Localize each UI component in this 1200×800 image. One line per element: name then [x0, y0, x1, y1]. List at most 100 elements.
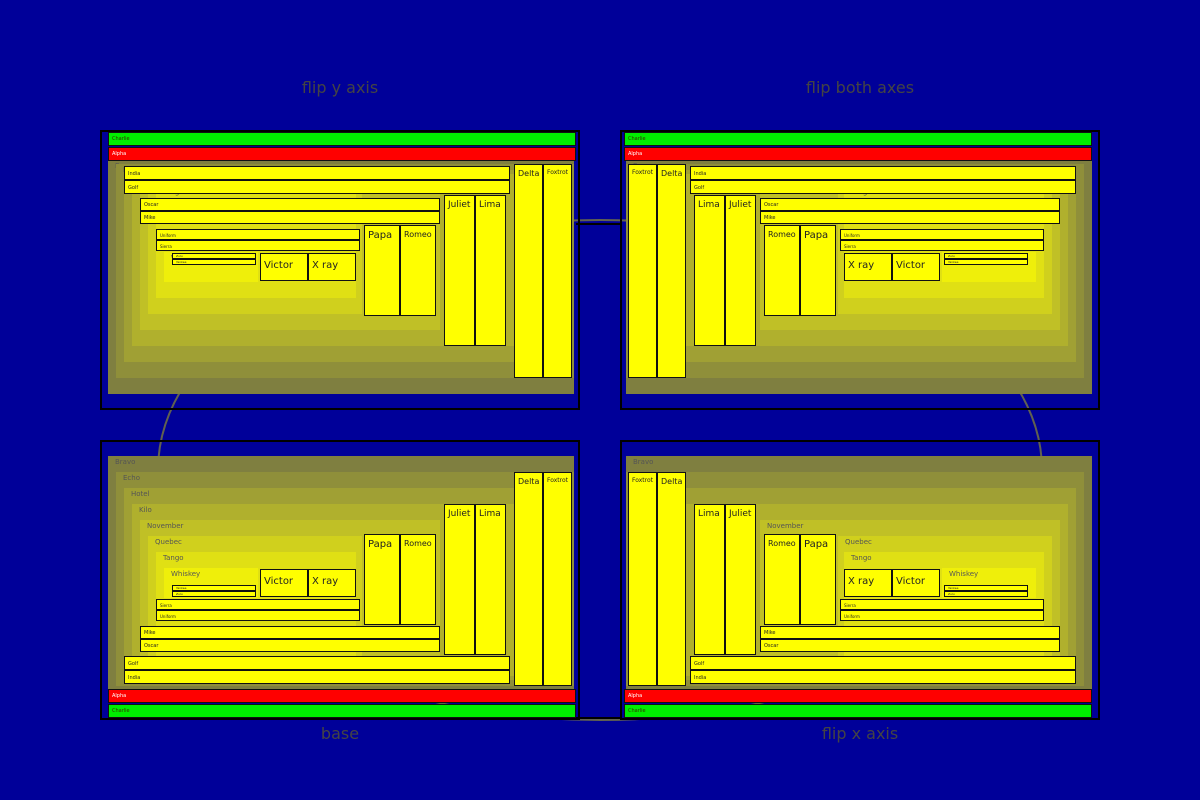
node-label-uniform: Uniform [844, 232, 860, 238]
panel-title-base: base [320, 724, 360, 743]
node-juliet[interactable]: Juliet [444, 504, 475, 655]
node-label-echo: Echo [123, 474, 140, 482]
node-delta[interactable]: Delta [514, 164, 543, 378]
node-label-papa: Papa [368, 230, 393, 241]
node-victor[interactable]: Victor [260, 253, 308, 281]
node-label-lima: Lima [698, 200, 720, 210]
node-mike[interactable]: Mike [760, 626, 1060, 639]
node-label-tango: Tango [163, 554, 184, 562]
node-alpha[interactable]: Alpha [108, 689, 576, 703]
node-uniform[interactable]: Uniform [840, 229, 1044, 240]
node-label-romeo: Romeo [404, 539, 432, 548]
node-oscar[interactable]: Oscar [140, 198, 440, 211]
node-label-alpha: Alpha [628, 693, 643, 699]
node-oscar[interactable]: Oscar [760, 639, 1060, 652]
node-label-oscar: Oscar [764, 643, 779, 649]
node-juliet[interactable]: Juliet [725, 504, 756, 655]
node-label-charlie: Charlie [628, 136, 646, 142]
node-label-xray: X ray [312, 576, 339, 587]
node-india[interactable]: India [690, 670, 1076, 684]
node-golf[interactable]: Golf [124, 180, 510, 194]
node-delta[interactable]: Delta [657, 472, 686, 686]
node-romeo[interactable]: Romeo [400, 534, 436, 625]
node-juliet[interactable]: Juliet [444, 195, 475, 346]
node-yankee[interactable]: Yankee [172, 259, 256, 265]
node-label-zulu: Zulu [948, 254, 955, 258]
node-zulu[interactable]: Zulu [944, 591, 1028, 597]
node-label-yankee: Yankee [948, 586, 959, 590]
node-india[interactable]: India [124, 166, 510, 180]
node-label-lima: Lima [479, 509, 501, 519]
node-zulu[interactable]: Zulu [172, 253, 256, 259]
node-yankee[interactable]: Yankee [172, 585, 256, 591]
node-xray[interactable]: X ray [844, 569, 892, 597]
node-delta[interactable]: Delta [514, 472, 543, 686]
node-papa[interactable]: Papa [364, 225, 400, 316]
node-victor[interactable]: Victor [892, 253, 940, 281]
node-sierra[interactable]: Sierra [840, 599, 1044, 610]
node-papa[interactable]: Papa [800, 534, 836, 625]
node-label-foxtrot: Foxtrot [547, 477, 568, 484]
node-sierra[interactable]: Sierra [156, 599, 360, 610]
node-romeo[interactable]: Romeo [764, 225, 800, 316]
node-romeo[interactable]: Romeo [400, 225, 436, 316]
node-alpha[interactable]: Alpha [108, 147, 576, 161]
node-charlie[interactable]: Charlie [108, 704, 576, 718]
node-lima[interactable]: Lima [475, 504, 506, 655]
node-papa[interactable]: Papa [364, 534, 400, 625]
node-label-foxtrot: Foxtrot [632, 477, 653, 484]
node-yankee[interactable]: Yankee [944, 585, 1028, 591]
node-oscar[interactable]: Oscar [140, 639, 440, 652]
node-uniform[interactable]: Uniform [156, 229, 360, 240]
node-lima[interactable]: Lima [694, 504, 725, 655]
node-label-juliet: Juliet [448, 509, 471, 519]
node-foxtrot[interactable]: Foxtrot [543, 164, 572, 378]
node-lima[interactable]: Lima [694, 195, 725, 346]
node-juliet[interactable]: Juliet [725, 195, 756, 346]
node-mike[interactable]: Mike [760, 211, 1060, 224]
node-label-november: November [767, 522, 804, 530]
node-zulu[interactable]: Zulu [172, 591, 256, 597]
node-romeo[interactable]: Romeo [764, 534, 800, 625]
node-uniform[interactable]: Uniform [840, 610, 1044, 621]
node-label-tango: Tango [851, 554, 872, 562]
node-foxtrot[interactable]: Foxtrot [543, 472, 572, 686]
node-alpha[interactable]: Alpha [624, 689, 1092, 703]
node-oscar[interactable]: Oscar [760, 198, 1060, 211]
node-xray[interactable]: X ray [844, 253, 892, 281]
node-label-xray: X ray [312, 260, 339, 271]
node-charlie[interactable]: Charlie [624, 132, 1092, 146]
node-charlie[interactable]: Charlie [624, 704, 1092, 718]
node-zulu[interactable]: Zulu [944, 253, 1028, 259]
node-mike[interactable]: Mike [140, 626, 440, 639]
node-victor[interactable]: Victor [892, 569, 940, 597]
node-label-golf: Golf [128, 660, 139, 667]
node-victor[interactable]: Victor [260, 569, 308, 597]
node-india[interactable]: India [690, 166, 1076, 180]
node-sierra[interactable]: Sierra [840, 240, 1044, 251]
node-sierra[interactable]: Sierra [156, 240, 360, 251]
node-yankee[interactable]: Yankee [944, 259, 1028, 265]
panel-title-flip-x: flip x axis [821, 724, 899, 743]
node-foxtrot[interactable]: Foxtrot [628, 164, 657, 378]
node-label-golf: Golf [128, 184, 139, 191]
node-label-romeo: Romeo [768, 230, 796, 239]
node-alpha[interactable]: Alpha [624, 147, 1092, 161]
node-papa[interactable]: Papa [800, 225, 836, 316]
node-charlie[interactable]: Charlie [108, 132, 576, 146]
panel-frame-bottom-right [620, 440, 1100, 720]
node-label-alpha: Alpha [628, 151, 643, 157]
node-lima[interactable]: Lima [475, 195, 506, 346]
node-label-alpha: Alpha [112, 151, 127, 157]
node-label-india: India [694, 170, 707, 177]
node-golf[interactable]: Golf [124, 656, 510, 670]
node-golf[interactable]: Golf [690, 180, 1076, 194]
node-xray[interactable]: X ray [308, 569, 356, 597]
node-xray[interactable]: X ray [308, 253, 356, 281]
node-delta[interactable]: Delta [657, 164, 686, 378]
node-india[interactable]: India [124, 670, 510, 684]
node-uniform[interactable]: Uniform [156, 610, 360, 621]
node-golf[interactable]: Golf [690, 656, 1076, 670]
node-foxtrot[interactable]: Foxtrot [628, 472, 657, 686]
node-mike[interactable]: Mike [140, 211, 440, 224]
